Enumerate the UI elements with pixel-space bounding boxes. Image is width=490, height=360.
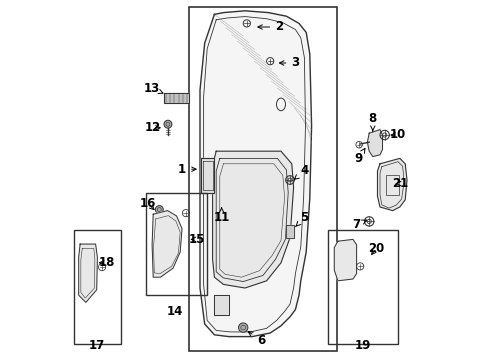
Bar — [387, 175, 399, 195]
Text: 3: 3 — [279, 57, 299, 69]
Text: 19: 19 — [355, 339, 371, 352]
Text: 18: 18 — [98, 256, 115, 269]
Text: 17: 17 — [89, 339, 105, 352]
Bar — [328, 230, 398, 344]
Text: 13: 13 — [143, 82, 163, 95]
Circle shape — [239, 323, 248, 332]
Polygon shape — [201, 158, 215, 193]
Text: 20: 20 — [368, 242, 385, 255]
Polygon shape — [213, 151, 294, 288]
Polygon shape — [200, 11, 312, 337]
Text: 15: 15 — [188, 233, 205, 246]
Text: 11: 11 — [214, 208, 230, 224]
Text: 4: 4 — [294, 165, 309, 179]
Polygon shape — [79, 244, 98, 302]
Polygon shape — [368, 130, 383, 157]
Bar — [74, 230, 121, 344]
Bar — [189, 7, 337, 351]
Circle shape — [155, 206, 163, 213]
Polygon shape — [286, 225, 294, 238]
Text: 9: 9 — [354, 148, 365, 165]
Bar — [146, 193, 207, 295]
Text: 2: 2 — [258, 21, 283, 33]
Text: 5: 5 — [295, 211, 309, 227]
Polygon shape — [164, 93, 189, 103]
Text: 10: 10 — [390, 129, 406, 141]
Text: 8: 8 — [368, 112, 377, 131]
Text: 12: 12 — [145, 121, 161, 134]
Text: 14: 14 — [167, 305, 183, 318]
Circle shape — [164, 120, 172, 128]
Polygon shape — [152, 211, 182, 277]
Polygon shape — [215, 295, 229, 315]
Polygon shape — [377, 158, 407, 211]
Text: 16: 16 — [140, 197, 156, 210]
Text: 7: 7 — [352, 219, 367, 231]
Polygon shape — [334, 239, 357, 281]
Text: 1: 1 — [178, 163, 196, 176]
Text: 6: 6 — [248, 332, 265, 347]
Text: 21: 21 — [392, 177, 408, 190]
